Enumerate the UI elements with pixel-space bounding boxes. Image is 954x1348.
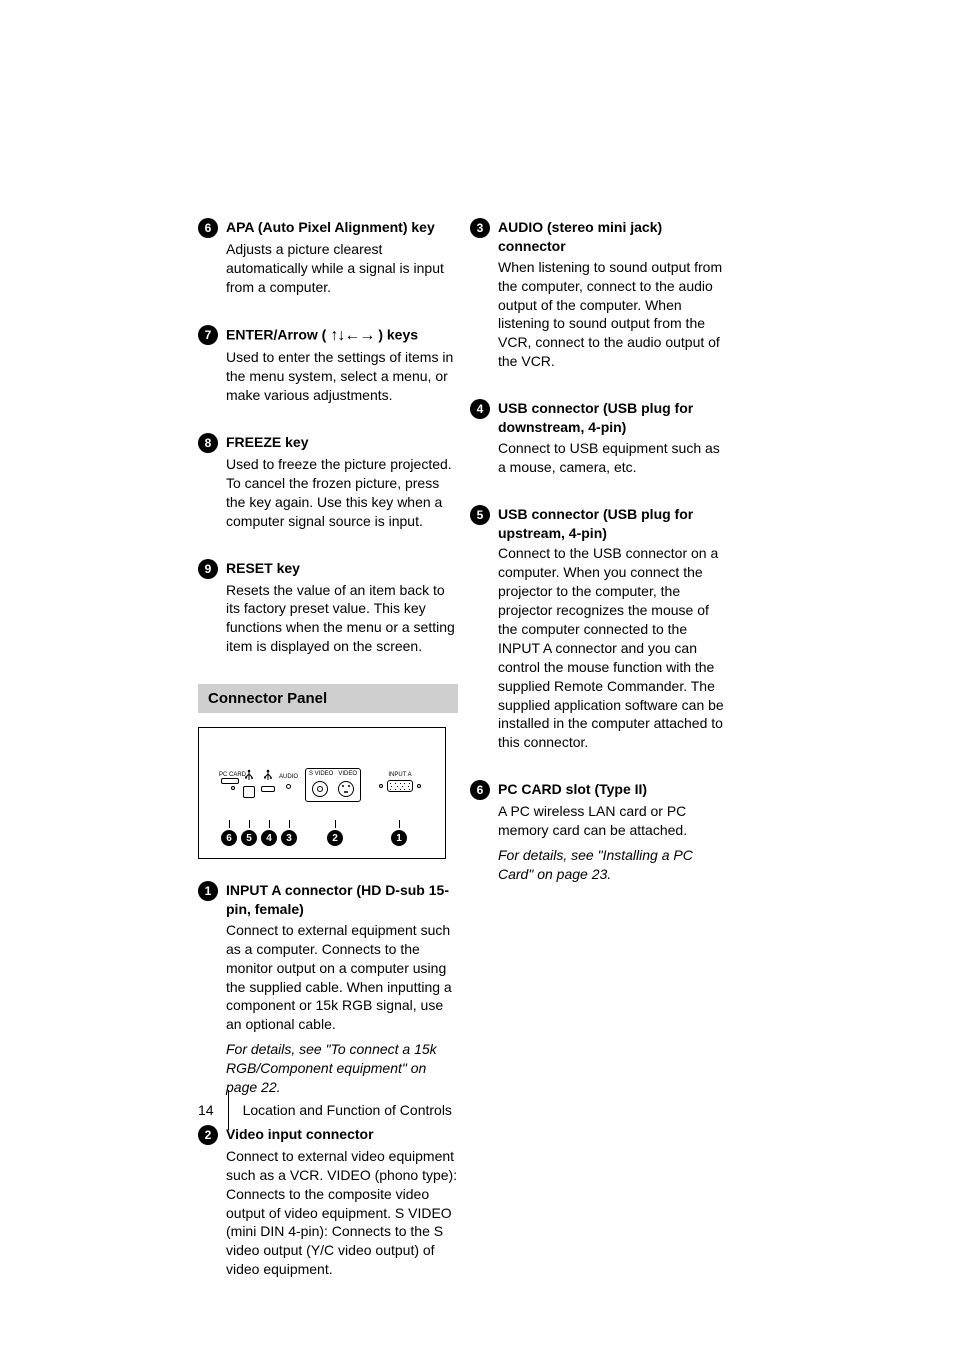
connector-panel-diagram: PC CARD [198, 727, 446, 859]
port-input-a: INPUT A [379, 772, 421, 792]
conn-badge-5: 5 [470, 505, 490, 525]
callout-3: 3 [281, 830, 297, 846]
badge-8: 8 [198, 433, 218, 453]
conn-item-2-video-input: 2 Video input connector Connect to exter… [198, 1125, 458, 1279]
conn-item-4-body: Connect to USB equipment such as a mouse… [498, 439, 730, 477]
port-video-group: S VIDEO VIDEO [305, 768, 361, 802]
port-audio: AUDIO [279, 774, 298, 789]
callout-2: 2 [327, 830, 343, 846]
item-9-reset: 9 RESET key Resets the value of an item … [198, 559, 458, 657]
label-input-a: INPUT A [379, 772, 421, 778]
item-6-title: APA (Auto Pixel Alignment) key [226, 218, 435, 237]
conn-item-2-body: Connect to external video equipment such… [226, 1147, 458, 1279]
item-6-body: Adjusts a picture clearest automatically… [226, 240, 458, 297]
page-footer: 14 Location and Function of Controls [198, 1090, 452, 1130]
conn-item-3-audio: 3 AUDIO (stereo mini jack) connector Whe… [470, 218, 730, 371]
port-usb-downstream [259, 768, 277, 792]
usb-icon [263, 769, 273, 781]
footer-divider [228, 1090, 229, 1130]
label-s-video: S VIDEO [309, 771, 333, 777]
item-7-title-head: ENTER/Arrow ( [226, 326, 326, 342]
label-video: VIDEO [338, 771, 357, 777]
conn-badge-6: 6 [470, 780, 490, 800]
item-8-body: Used to freeze the picture projected. To… [226, 455, 458, 531]
usb-icon [244, 769, 254, 781]
badge-9: 9 [198, 559, 218, 579]
conn-item-6-pc-card: 6 PC CARD slot (Type II) A PC wireless L… [470, 780, 730, 884]
conn-badge-3: 3 [470, 218, 490, 238]
badge-7: 7 [198, 325, 218, 345]
section-heading-connector-panel: Connector Panel [198, 684, 458, 713]
arrow-icons: ↑↓←→ [330, 325, 374, 347]
page-number: 14 [198, 1102, 214, 1118]
item-6-apa: 6 APA (Auto Pixel Alignment) key Adjusts… [198, 218, 458, 297]
callout-4: 4 [261, 830, 277, 846]
conn-item-5-title: USB connector (USB plug for upstream, 4-… [498, 505, 730, 543]
conn-badge-1: 1 [198, 881, 218, 901]
conn-item-4-usb-downstream: 4 USB connector (USB plug for downstream… [470, 399, 730, 477]
conn-item-5-usb-upstream: 5 USB connector (USB plug for upstream, … [470, 505, 730, 753]
manual-page: 6 APA (Auto Pixel Alignment) key Adjusts… [0, 0, 954, 1348]
conn-item-5-body: Connect to the USB connector on a comput… [498, 544, 730, 752]
conn-item-1-title: INPUT A connector (HD D-sub 15-pin, fema… [226, 881, 458, 919]
item-8-title: FREEZE key [226, 433, 308, 452]
diagram-callouts: 6 5 4 3 2 1 [213, 826, 433, 850]
item-7-enter-arrows: 7 ENTER/Arrow (↑↓←→) keys Used to enter … [198, 325, 458, 405]
conn-item-1-input-a: 1 INPUT A connector (HD D-sub 15-pin, fe… [198, 881, 458, 1097]
right-column: 3 AUDIO (stereo mini jack) connector Whe… [470, 218, 730, 912]
item-8-freeze: 8 FREEZE key Used to freeze the picture … [198, 433, 458, 531]
ports-row: PC CARD [213, 768, 433, 818]
footer-title: Location and Function of Controls [243, 1102, 452, 1118]
left-column: 6 APA (Auto Pixel Alignment) key Adjusts… [198, 218, 458, 1307]
conn-item-4-title: USB connector (USB plug for downstream, … [498, 399, 730, 437]
item-9-title: RESET key [226, 559, 300, 578]
item-7-body: Used to enter the settings of items in t… [226, 348, 458, 405]
callout-1: 1 [391, 830, 407, 846]
conn-item-1-body: Connect to external equipment such as a … [226, 921, 458, 1034]
port-video-rca [312, 781, 328, 797]
conn-item-1-pageref: For details, see "To connect a 15k RGB/C… [226, 1040, 458, 1097]
item-7-title: ENTER/Arrow (↑↓←→) keys [226, 325, 418, 347]
item-7-title-tail: ) keys [378, 326, 418, 342]
port-usb-upstream [241, 768, 257, 798]
conn-badge-4: 4 [470, 399, 490, 419]
badge-6: 6 [198, 218, 218, 238]
label-audio: AUDIO [279, 774, 298, 780]
conn-item-6-body: A PC wireless LAN card or PC memory card… [498, 802, 730, 840]
conn-item-3-title: AUDIO (stereo mini jack) connector [498, 218, 730, 256]
callout-6: 6 [221, 830, 237, 846]
conn-item-6-pageref: For details, see "Installing a PC Card" … [498, 846, 730, 884]
conn-item-3-body: When listening to sound output from the … [498, 258, 730, 371]
item-9-body: Resets the value of an item back to its … [226, 581, 458, 657]
callout-5: 5 [241, 830, 257, 846]
port-s-video [338, 781, 354, 797]
conn-item-6-title: PC CARD slot (Type II) [498, 780, 647, 799]
